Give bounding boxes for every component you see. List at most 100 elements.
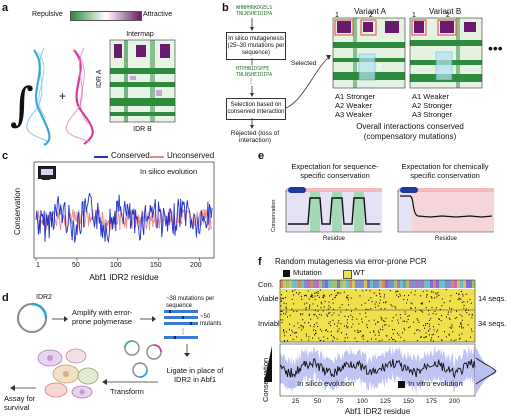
mutation-mark [330,334,332,336]
mutation-mark [284,335,286,337]
selected-label: Selected [291,60,317,67]
mutation-mark [447,313,449,315]
intermap-y-label: IDR A [96,69,103,88]
con-cell [397,280,400,288]
con-cell [433,280,436,288]
con-cell [331,280,334,288]
mutation-mark [437,292,439,294]
mutation-mark [403,298,405,300]
mutation-mark [431,337,433,339]
mutation-mark [400,336,402,338]
mutation-mark [367,309,369,311]
mutation-mark [350,310,352,312]
mutation-mark [435,307,437,309]
arrow-amplify [52,316,68,322]
mutation-mark [432,291,434,293]
panel-c-letter: c [2,150,9,162]
con-cell [334,280,337,288]
mutation-mark [375,323,376,325]
mutation-mark [341,304,343,306]
mutation-mark [368,299,370,301]
con-cell [451,280,454,288]
variant-a-line-2: A2 Weaker [335,101,372,110]
con-cell [385,280,388,288]
con-cell [301,280,304,288]
mutation-mark [463,307,465,309]
mutation-mark [437,336,439,338]
mutation-mark [317,292,319,295]
mutation-mark [283,332,285,334]
step-amplify: Amplify with error-prone polymerase [72,308,133,326]
mutation-mark [465,340,467,342]
mutation-mark [356,340,358,343]
mutation-mark [450,339,452,341]
mutation-mark [378,334,380,336]
f-ylabel: Conservation [261,357,270,402]
e-left-ylabel: Conservation [271,199,277,232]
mutation-mark [304,322,306,324]
mutation-mark [370,338,372,340]
mutation-mark [383,324,385,326]
mutation-mark [317,325,319,328]
mutation-mark [299,292,301,294]
mutation-mark [448,334,450,336]
mutation-mark [315,330,317,332]
xtick-c-1: 1 [36,262,40,269]
mutation-mark [462,327,464,329]
mutation-grid [279,279,476,343]
mutation-mark [432,340,434,342]
arrow-to-mutagenesis [250,18,254,31]
mutation-mark [366,324,368,326]
mutation-mark [384,320,386,322]
mutation-mark [301,298,303,300]
mutation-mark [429,328,431,330]
mutation-mark [434,310,436,312]
mutation-mark [323,297,324,299]
mutation-mark [426,296,428,298]
mutation-mark [391,320,393,322]
mutation-mark [382,320,384,322]
mutation-mark [359,313,361,315]
mutation-mark [292,331,294,333]
mutation-mark [309,304,311,306]
mutation-mark [420,295,422,297]
conservation-wedge [264,346,272,382]
mutation-mark [388,339,390,341]
con-cell [316,280,319,288]
mutation-mark [460,290,462,292]
f-xtick-50: 50 [314,398,322,405]
mutation-mark [458,294,460,296]
mutation-mark [391,305,393,307]
mutation-mark [424,327,426,329]
mutation-mark [395,307,397,309]
legend-vitro-swatch [398,381,405,388]
legend-mutation: Mutation [293,268,322,277]
con-cell [403,280,406,288]
mutation-mark [334,323,336,325]
selected-arrow [285,55,331,109]
mutation-mark [434,297,435,299]
legend-mutation-swatch [283,270,290,277]
mutation-mark [461,319,463,321]
mutation-mark [462,295,464,297]
mutation-mark [311,293,313,296]
step-ligate: Ligate in place of IDR2 in Abf1 [166,366,224,384]
mutation-mark [404,295,405,297]
computer-stand [42,178,50,180]
mutation-mark [460,298,462,300]
idr2-label: IDR2 [36,294,52,301]
legend-wt: WT [353,268,365,277]
mutation-mark [338,292,340,294]
mutation-mark [322,295,324,297]
mutation-mark [347,337,349,339]
mutation-mark [448,333,450,335]
con-cell [340,280,343,288]
mutation-mark [440,339,442,341]
mutation-mark [286,290,287,292]
mutation-mark [368,320,370,322]
mutation-mark [410,307,412,309]
mutation-mark [311,295,313,297]
con-cell [379,280,382,288]
con-cell [448,280,451,288]
mutation-mark [426,294,428,296]
